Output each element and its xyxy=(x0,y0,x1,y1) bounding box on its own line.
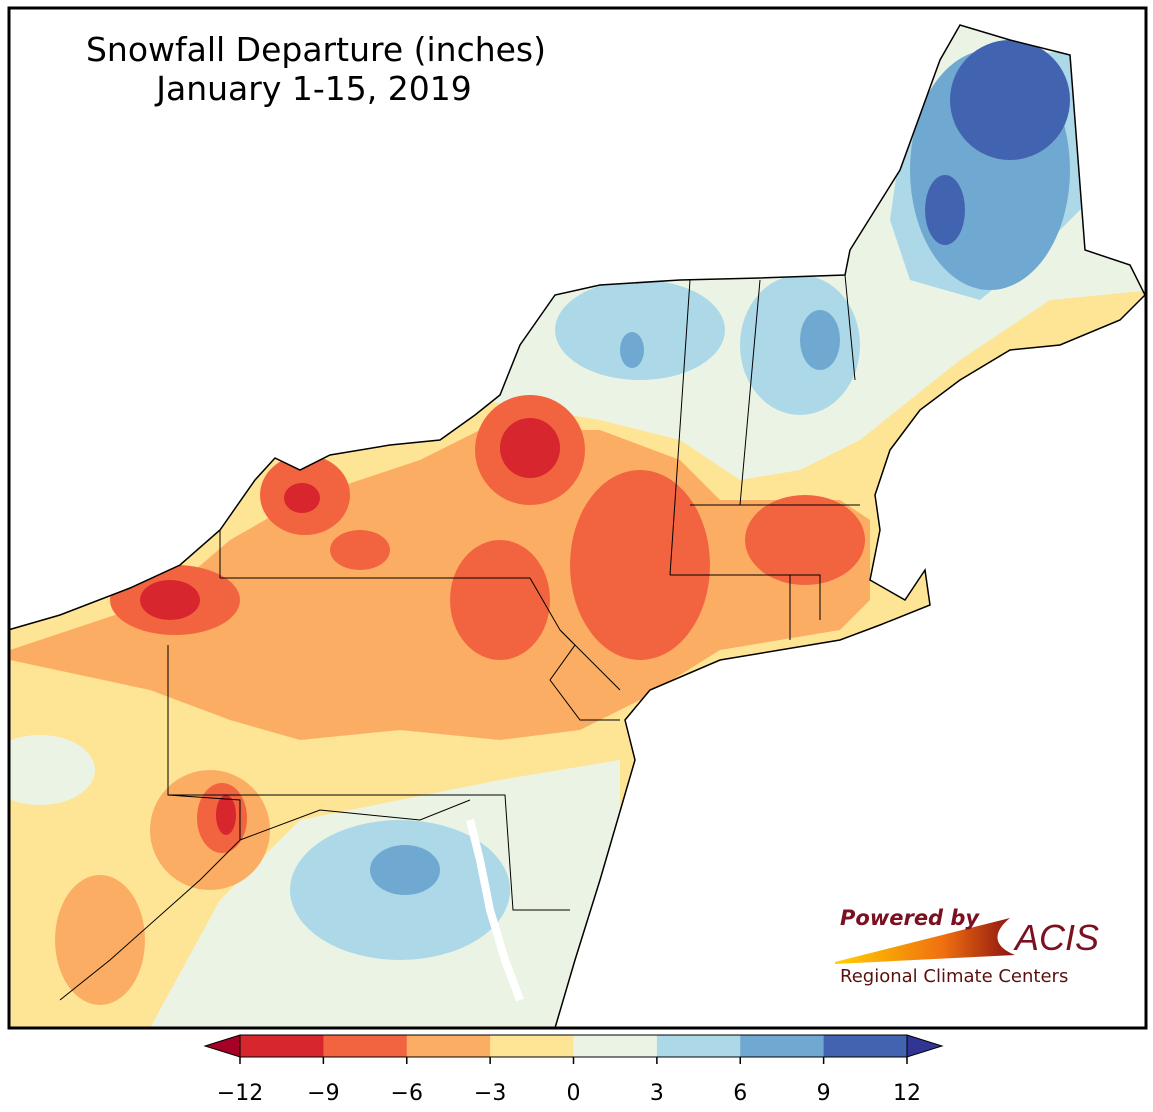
state-line xyxy=(167,530,570,911)
logo-name: ACIS xyxy=(1013,917,1099,958)
colorbar-bin xyxy=(823,1035,908,1057)
colorbar-tick-label: 12 xyxy=(893,1081,921,1106)
colorbar-tick-label: −3 xyxy=(474,1081,506,1106)
colorbar-tick-label: 3 xyxy=(650,1081,664,1106)
zone xyxy=(450,540,550,660)
colorbar-tick-label: −9 xyxy=(307,1081,339,1106)
borders xyxy=(7,24,1146,1029)
zone xyxy=(8,735,95,805)
chesapeake-bay xyxy=(466,819,524,1002)
zone xyxy=(330,530,390,570)
colorbar: −12 −9 −6 −3 0 3 6 9 12 xyxy=(203,1034,944,1106)
colorbar-extend-high xyxy=(906,1034,944,1058)
state-line xyxy=(559,274,860,691)
colorbar-bin xyxy=(573,1035,658,1057)
colorbar-tick-label: 0 xyxy=(567,1081,581,1106)
colorbar-tick-label: 6 xyxy=(733,1081,747,1106)
colorbar-bin xyxy=(240,1035,324,1057)
map-frame xyxy=(7,6,1148,1030)
logo: Powered by ACIS Regional Climate Centers xyxy=(835,906,1099,987)
zone xyxy=(55,875,145,1005)
colorbar-tick-label: −12 xyxy=(217,1081,263,1106)
zone xyxy=(745,495,865,585)
zone xyxy=(284,483,320,513)
zone xyxy=(140,580,200,620)
logo-tagline: Powered by xyxy=(840,906,980,930)
zone xyxy=(620,332,644,368)
colorbar-bin xyxy=(323,1035,408,1057)
logo-org: Regional Climate Centers xyxy=(840,966,1068,987)
zone xyxy=(800,310,840,370)
zone xyxy=(500,418,560,478)
colorbar-tick-label: 9 xyxy=(817,1081,831,1106)
zone xyxy=(555,280,725,380)
logo-swoosh xyxy=(835,918,1015,964)
map-subtitle: January 1-15, 2019 xyxy=(154,69,471,108)
zone xyxy=(950,40,1070,160)
zone xyxy=(216,795,236,835)
zone xyxy=(370,845,440,895)
colorbar-tick-label: −6 xyxy=(391,1081,423,1106)
zone xyxy=(570,470,710,660)
colorbar-bin xyxy=(406,1035,491,1057)
zone xyxy=(740,275,860,415)
zone xyxy=(925,175,965,245)
map-title: Snowfall Departure (inches) xyxy=(86,30,546,69)
colorbar-extend-low xyxy=(203,1034,241,1058)
state-line xyxy=(59,794,471,1001)
colorbar-bin xyxy=(490,1035,574,1057)
colorbar-bin xyxy=(656,1035,741,1057)
coastline xyxy=(7,24,1146,1029)
colorbar-bin xyxy=(740,1035,825,1057)
